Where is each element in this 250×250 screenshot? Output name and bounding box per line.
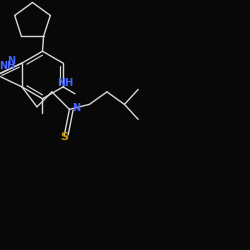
Text: N: N	[8, 56, 16, 66]
Text: NH: NH	[0, 61, 16, 71]
Text: N: N	[72, 103, 80, 113]
Text: NH: NH	[57, 78, 73, 88]
Text: S: S	[60, 132, 68, 142]
